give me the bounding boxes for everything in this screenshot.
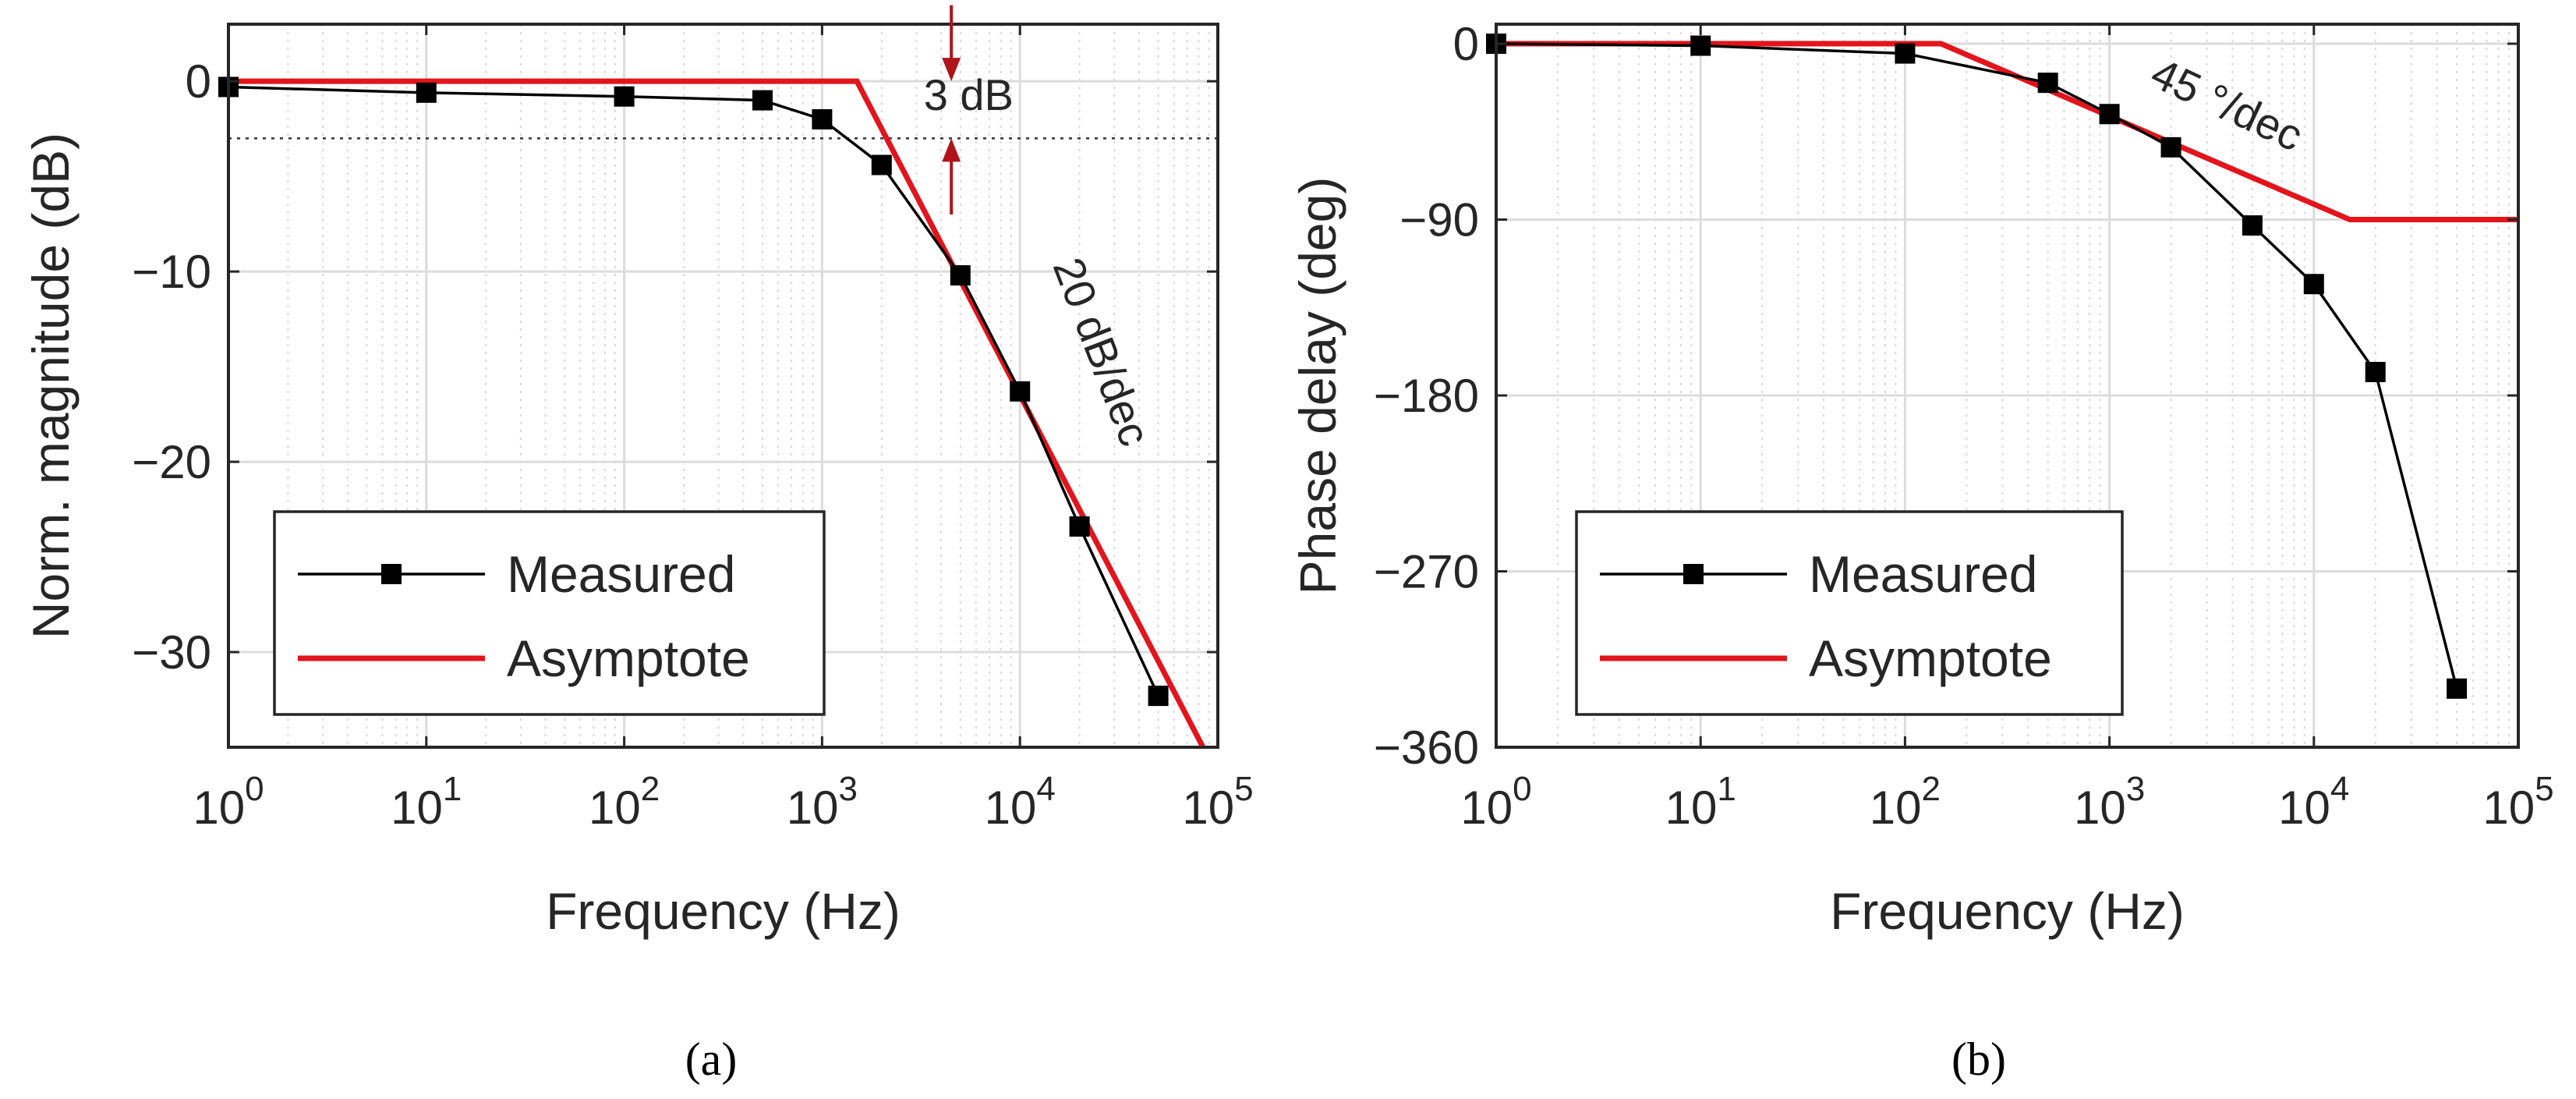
axes-box bbox=[1495, 23, 2520, 749]
x-tick-label: 101 bbox=[391, 770, 462, 834]
x-tick-label-base: 10 bbox=[1460, 782, 1513, 834]
x-tick-label: 102 bbox=[1870, 770, 1941, 834]
y-tick-label: −90 bbox=[1399, 194, 1479, 246]
x-tick-label-exponent: 0 bbox=[245, 770, 264, 808]
y-tick-label: 0 bbox=[1453, 18, 1479, 70]
y-tick-label: 0 bbox=[186, 55, 211, 108]
x-tick-label: 101 bbox=[1665, 770, 1736, 834]
axes-box bbox=[227, 23, 1219, 749]
x-tick-label: 104 bbox=[2278, 770, 2349, 834]
asymptote-line bbox=[228, 78, 1206, 747]
x-tick-label-base: 10 bbox=[1182, 782, 1234, 834]
measured-point bbox=[2160, 136, 2181, 158]
measured-point bbox=[752, 90, 773, 111]
measured-line bbox=[228, 85, 1160, 697]
measured-point bbox=[1148, 686, 1169, 707]
y-axis-label: Phase delay (deg) bbox=[1289, 177, 1346, 595]
legend: Measured Asymptote bbox=[273, 510, 826, 716]
measured-point bbox=[1069, 516, 1090, 537]
x-tick-label-exponent: 3 bbox=[839, 770, 858, 808]
x-tick-label: 100 bbox=[1460, 770, 1531, 834]
panel-caption: (a) bbox=[685, 1033, 738, 1085]
measured-point bbox=[416, 82, 437, 103]
legend-asymptote-label: Asymptote bbox=[507, 629, 750, 687]
measured-point bbox=[812, 108, 833, 129]
legend-measured-label: Measured bbox=[1809, 545, 2038, 603]
x-tick-label-base: 10 bbox=[2482, 782, 2535, 834]
legend-box bbox=[1575, 510, 2124, 716]
y-tick-label: −20 bbox=[132, 436, 211, 488]
x-tick-label-exponent: 4 bbox=[1036, 770, 1055, 808]
measured-point bbox=[2099, 104, 2120, 125]
asymptote-line bbox=[1496, 41, 2518, 223]
legend-measured-label: Measured bbox=[507, 545, 736, 603]
x-tick-label-base: 10 bbox=[985, 782, 1037, 834]
chart-b: 100 101 102 103 104 1050−90−180−270−360Freque… bbox=[1289, 18, 2554, 1085]
measured-point bbox=[1010, 381, 1031, 402]
y-tick-label: −10 bbox=[132, 246, 211, 298]
measured-point bbox=[950, 265, 971, 286]
x-tick-label: 103 bbox=[787, 770, 858, 834]
annotation-arrow-head bbox=[942, 58, 961, 82]
x-tick-label-base: 10 bbox=[2074, 782, 2126, 834]
x-axis-label: Frequency (Hz) bbox=[1830, 882, 2185, 940]
measured-point bbox=[2037, 73, 2058, 94]
x-tick-label-exponent: 5 bbox=[1234, 770, 1253, 808]
legend: Measured Asymptote bbox=[1575, 510, 2124, 716]
x-tick-label: 102 bbox=[589, 770, 660, 834]
measured-point bbox=[2365, 361, 2386, 382]
x-tick-label-base: 10 bbox=[391, 782, 443, 834]
annotation-label: 20 dB/dec bbox=[1044, 251, 1160, 452]
x-axis-label: Frequency (Hz) bbox=[546, 882, 901, 940]
x-tick-label-exponent: 0 bbox=[1513, 770, 1531, 808]
y-tick-label: −30 bbox=[132, 626, 211, 679]
x-tick-label: 105 bbox=[1182, 770, 1253, 834]
measured-point bbox=[2242, 215, 2263, 236]
x-tick-label-exponent: 2 bbox=[641, 770, 660, 808]
x-tick-label-exponent: 1 bbox=[443, 770, 462, 808]
legend-box bbox=[273, 510, 826, 716]
legend-asymptote-label: Asymptote bbox=[1809, 629, 2052, 687]
x-tick-label-exponent: 5 bbox=[2535, 770, 2553, 808]
y-tick-label: −360 bbox=[1374, 721, 1479, 774]
x-tick-label-exponent: 1 bbox=[1717, 770, 1736, 808]
x-tick-label: 104 bbox=[985, 770, 1056, 834]
x-tick-label-base: 10 bbox=[2278, 782, 2330, 834]
annotation-arrow-head bbox=[942, 138, 961, 162]
measured-line bbox=[1496, 42, 2458, 690]
measured-point bbox=[1895, 43, 1916, 64]
measured-point bbox=[2303, 274, 2324, 295]
x-tick-label-base: 10 bbox=[787, 782, 839, 834]
x-tick-label-base: 10 bbox=[1870, 782, 1922, 834]
x-tick-label: 105 bbox=[2482, 770, 2553, 834]
measured-point bbox=[2447, 678, 2468, 699]
x-tick-label-base: 10 bbox=[193, 782, 245, 834]
y-axis-label: Norm. magnitude (dB) bbox=[22, 133, 80, 639]
legend-measured-marker bbox=[1683, 564, 1704, 584]
x-tick-label-exponent: 2 bbox=[1922, 770, 1941, 808]
measured-point bbox=[1690, 35, 1711, 56]
measured-point bbox=[614, 86, 635, 107]
y-tick-label: −270 bbox=[1374, 546, 1479, 598]
measured-point bbox=[871, 154, 892, 175]
x-tick-label-exponent: 4 bbox=[2330, 770, 2349, 808]
x-tick-label: 100 bbox=[193, 770, 264, 834]
x-tick-label-base: 10 bbox=[589, 782, 641, 834]
legend-measured-marker bbox=[381, 564, 402, 584]
x-tick-label: 103 bbox=[2074, 770, 2145, 834]
x-tick-label-base: 10 bbox=[1665, 782, 1718, 834]
panel-caption: (b) bbox=[1951, 1033, 2006, 1085]
y-tick-label: −180 bbox=[1374, 370, 1479, 422]
x-tick-label-exponent: 3 bbox=[2126, 770, 2145, 808]
annotation-label: 3 dB bbox=[924, 70, 1014, 119]
